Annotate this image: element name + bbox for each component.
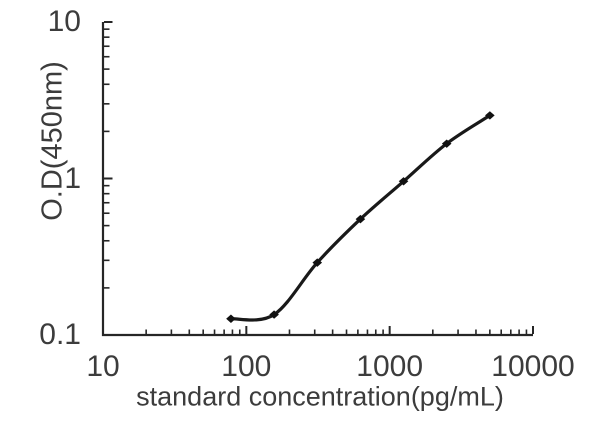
y-tick-label-0-1: 0.1 <box>39 318 81 351</box>
data-point-marker <box>485 111 495 120</box>
x-tick-label-10000: 10000 <box>491 350 575 383</box>
data-point-marker <box>312 258 323 267</box>
y-axis-title: O.D(450nm) <box>36 61 69 221</box>
data-point-marker <box>269 310 279 319</box>
data-point-marker <box>355 214 366 224</box>
x-tick-label-100: 100 <box>221 350 272 383</box>
x-tick-label-1000: 1000 <box>356 350 424 383</box>
y-tick-label-10: 10 <box>47 5 81 38</box>
x-tick-label-10: 10 <box>86 350 120 383</box>
x-axis-title: standard concentration(pg/mL) <box>136 381 504 412</box>
y-tick-label-1: 1 <box>64 161 81 195</box>
data-point-marker <box>226 314 236 323</box>
data-point-marker <box>398 177 409 186</box>
data-point-marker <box>441 139 452 148</box>
axis-spine <box>101 22 533 337</box>
